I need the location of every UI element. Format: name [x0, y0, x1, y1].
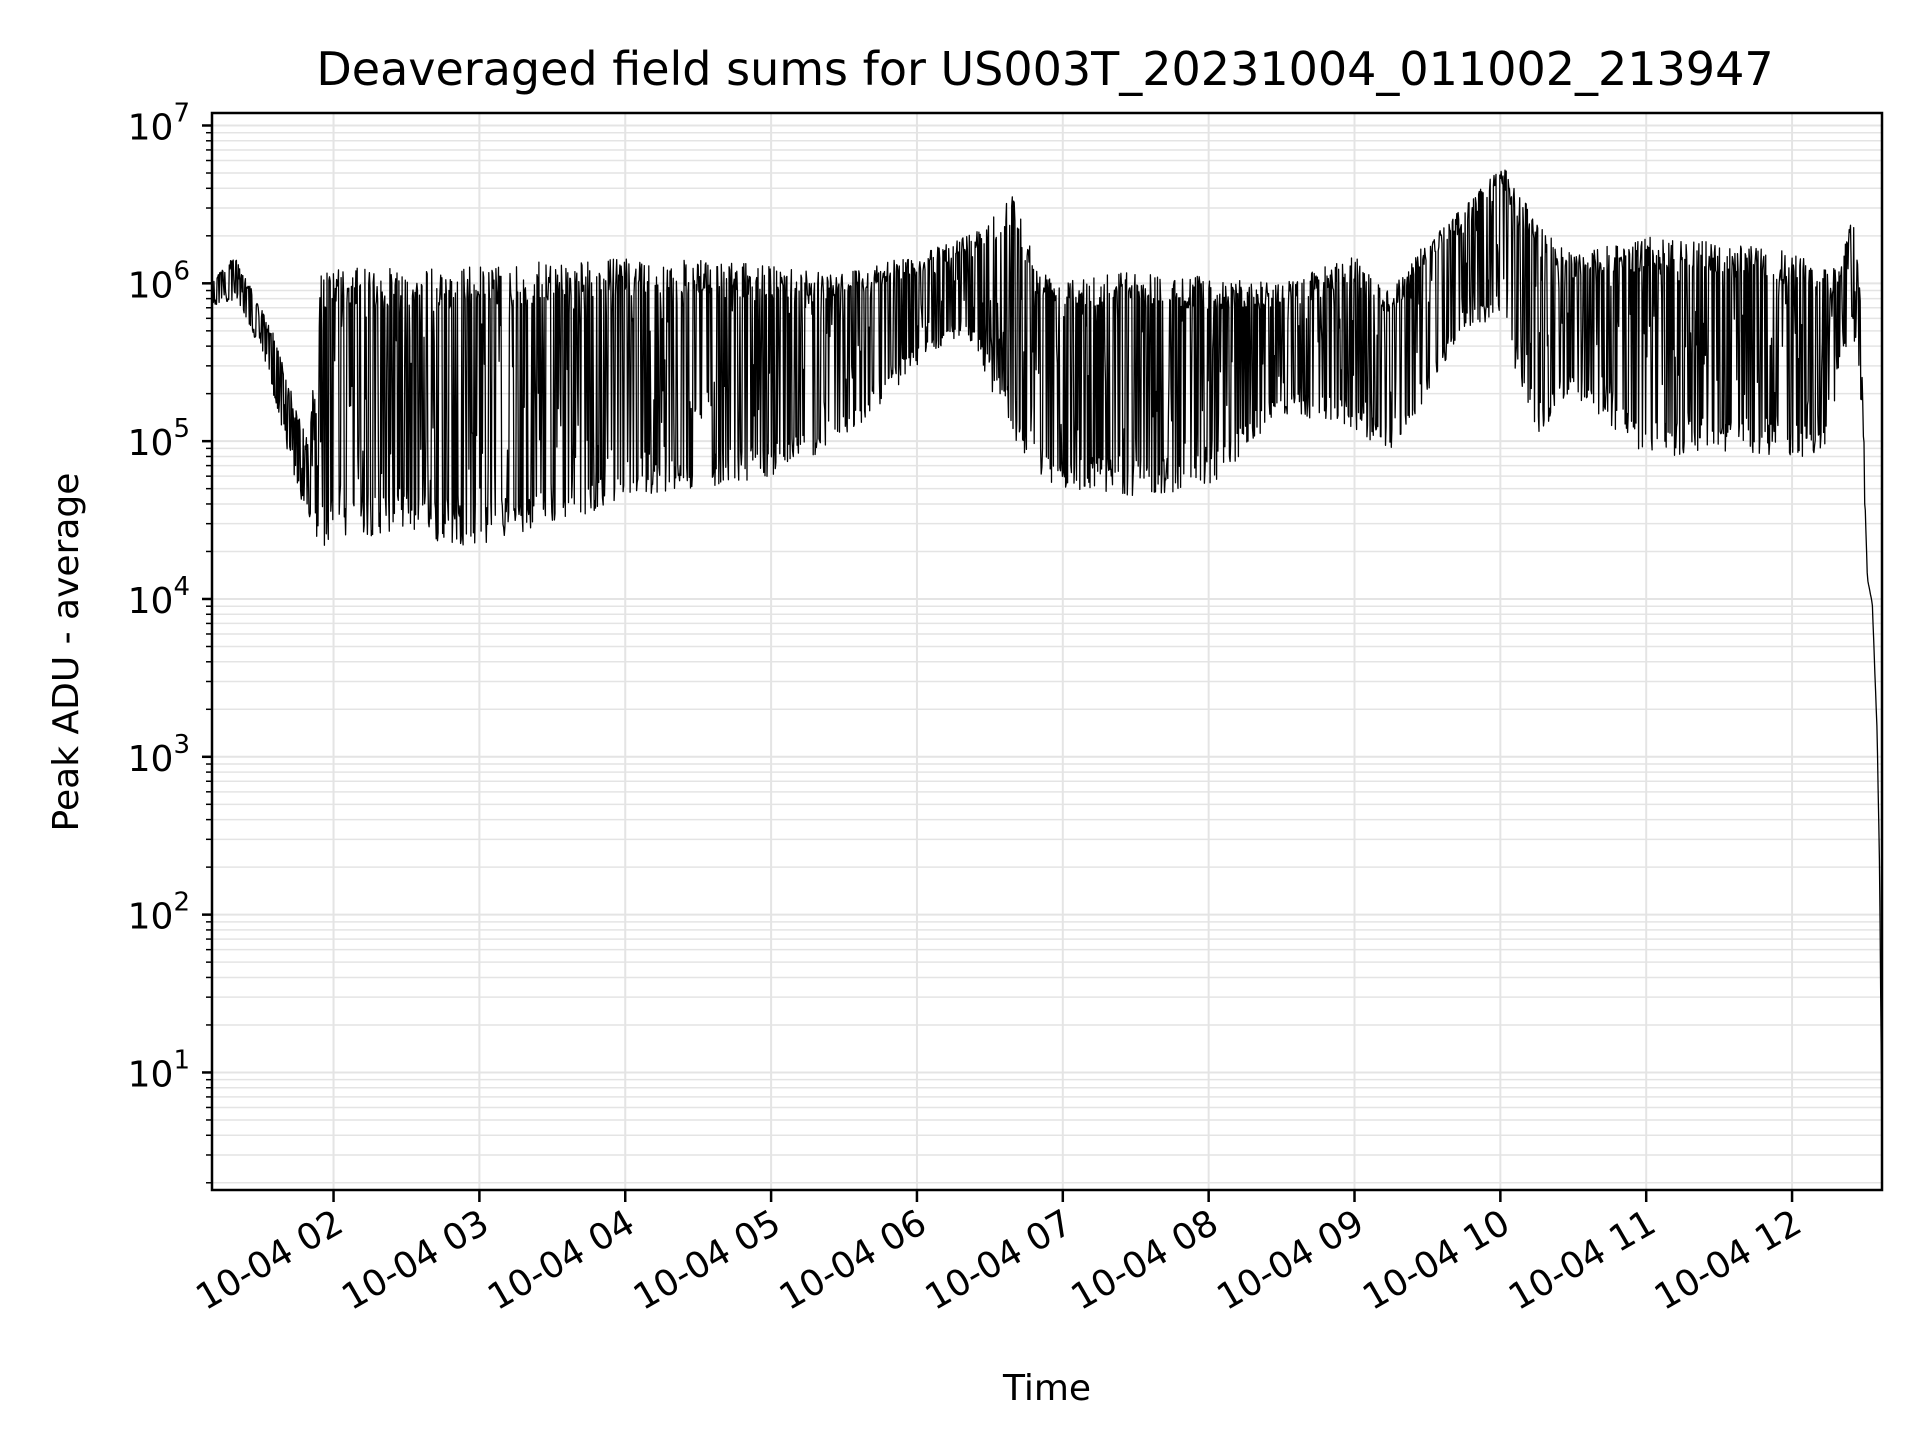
- series-line: [211, 169, 1883, 1145]
- x-tick-label: 10-04 03: [335, 1202, 496, 1318]
- x-tick-label: 10-04 09: [1210, 1202, 1371, 1318]
- x-tick-label: 10-04 04: [481, 1202, 642, 1318]
- x-tick-label: 10-04 10: [1356, 1202, 1517, 1318]
- chart-title: Deaveraged field sums for US003T_2023100…: [316, 42, 1773, 96]
- y-axis-label: Peak ADU - average: [46, 473, 87, 832]
- y-tick-label: 101: [128, 1045, 190, 1095]
- x-tick-label: 10-04 08: [1064, 1202, 1225, 1318]
- series-layer: [211, 169, 1883, 1145]
- y-tick-label: 104: [128, 572, 190, 622]
- y-tick-label: 107: [128, 98, 190, 148]
- x-tick-label: 10-04 02: [189, 1202, 350, 1318]
- y-tick-label: 103: [128, 730, 190, 780]
- x-tick-label: 10-04 05: [627, 1202, 788, 1318]
- x-axis-label: Time: [1002, 1368, 1091, 1409]
- plot-frame: [210, 111, 1884, 1192]
- x-tick-label: 10-04 12: [1648, 1202, 1809, 1318]
- x-tick-label: 10-04 11: [1502, 1202, 1663, 1318]
- x-tick-label: 10-04 06: [773, 1202, 934, 1318]
- y-tick-label: 102: [128, 888, 190, 938]
- y-tick-label: 106: [128, 256, 190, 306]
- y-tick-label: 105: [128, 414, 190, 464]
- y-axis-ticks: 101 102 103 104 105 106 107: [128, 98, 212, 1184]
- x-tick-label: 10-04 07: [919, 1202, 1080, 1318]
